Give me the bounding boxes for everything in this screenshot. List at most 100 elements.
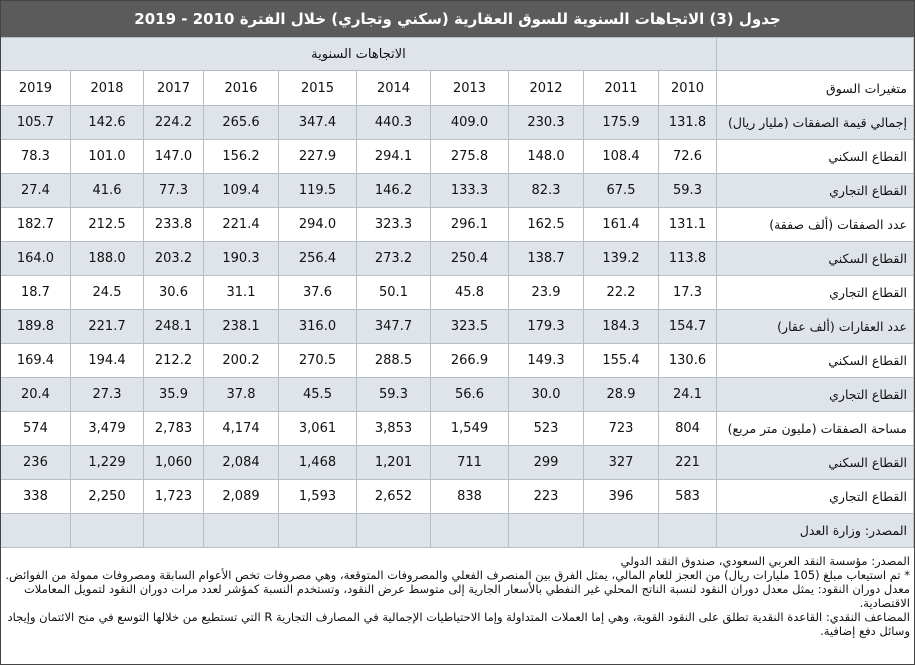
value-cell: 188.0	[70, 241, 144, 276]
value-cell: 156.2	[203, 139, 279, 174]
value-cell: 2,089	[203, 479, 279, 514]
value-cell: 212.5	[70, 207, 144, 242]
value-cell: 56.6	[430, 377, 509, 412]
value-cell: 30.6	[143, 275, 204, 310]
row-label: القطاع التجاري	[716, 479, 914, 514]
value-cell: 23.9	[508, 275, 584, 310]
value-cell: 296.1	[430, 207, 509, 242]
value-cell: 338	[1, 479, 72, 514]
value-cell: 162.5	[508, 207, 584, 242]
value-cell: 108.4	[583, 139, 659, 174]
value-cell: 2,250	[70, 479, 144, 514]
empty-cell	[1, 513, 72, 548]
footnote: * تم استيعاب مبلغ (105 مليارات ريال) من …	[5, 568, 910, 582]
group-header: الاتجاهات السنوية	[1, 37, 718, 71]
value-cell: 41.6	[70, 173, 144, 208]
empty-cell	[583, 513, 659, 548]
value-cell: 154.7	[658, 309, 717, 344]
value-cell: 17.3	[658, 275, 717, 310]
value-cell: 24.1	[658, 377, 717, 412]
row-label: القطاع السكني	[716, 445, 914, 480]
row-label: القطاع التجاري	[716, 377, 914, 412]
data-row: القطاع السكني 130.6 155.4 149.3 266.9 288.5 27…	[1, 343, 914, 378]
value-cell: 130.6	[658, 343, 717, 378]
value-cell: 50.1	[356, 275, 431, 310]
value-cell: 223	[508, 479, 584, 514]
value-cell: 182.7	[1, 207, 72, 242]
header-cell	[716, 37, 914, 71]
value-cell: 194.4	[70, 343, 144, 378]
value-cell: 327	[583, 445, 659, 480]
value-cell: 212.2	[143, 343, 204, 378]
value-cell: 37.8	[203, 377, 279, 412]
market-table: الاتجاهات السنوية متغيرات السوق 2010 2011 20…	[1, 37, 914, 548]
year-header: 2017	[143, 70, 204, 106]
value-cell: 250.4	[430, 241, 509, 276]
value-cell: 18.7	[1, 275, 72, 310]
year-header: 2019	[1, 70, 72, 106]
data-row: عدد العقارات (ألف عقار) 154.7 184.3 179.3 32…	[1, 309, 914, 344]
row-label: القطاع السكني	[716, 343, 914, 378]
data-row: القطاع التجاري 17.3 22.2 23.9 45.8 50.1 37.6 31…	[1, 275, 914, 310]
value-cell: 78.3	[1, 139, 72, 174]
value-cell: 147.0	[143, 139, 204, 174]
header-row: متغيرات السوق 2010 2011 2012 2013 2014 2015 201…	[1, 70, 914, 106]
empty-cell	[278, 513, 357, 548]
value-cell: 723	[583, 411, 659, 446]
value-cell: 22.2	[583, 275, 659, 310]
value-cell: 190.3	[203, 241, 279, 276]
value-cell: 30.0	[508, 377, 584, 412]
value-cell: 3,061	[278, 411, 357, 446]
value-cell: 175.9	[583, 105, 659, 140]
footnote: المضاعف النقدي: القاعدة النقدية تطلق على…	[7, 610, 910, 638]
year-header: 2018	[70, 70, 144, 106]
value-cell: 294.0	[278, 207, 357, 242]
value-cell: 142.6	[70, 105, 144, 140]
value-cell: 27.3	[70, 377, 144, 412]
value-cell: 109.4	[203, 173, 279, 208]
row-label: عدد العقارات (ألف عقار)	[716, 309, 914, 344]
row-label: إجمالي قيمة الصفقات (مليار ريال)	[716, 105, 914, 140]
value-cell: 224.2	[143, 105, 204, 140]
value-cell: 139.2	[583, 241, 659, 276]
data-row: القطاع التجاري 24.1 28.9 30.0 56.6 59.3 45.5 37…	[1, 377, 914, 412]
data-row: القطاع التجاري 59.3 67.5 82.3 133.3 146.2 119.…	[1, 173, 914, 208]
value-cell: 574	[1, 411, 72, 446]
value-cell: 227.9	[278, 139, 357, 174]
value-cell: 77.3	[143, 173, 204, 208]
data-row: القطاع السكني 72.6 108.4 148.0 275.8 294.1 227…	[1, 139, 914, 174]
source-row: المصدر: وزارة العدل	[1, 513, 914, 548]
value-cell: 265.6	[203, 105, 279, 140]
value-cell: 200.2	[203, 343, 279, 378]
value-cell: 294.1	[356, 139, 431, 174]
year-header: 2013	[430, 70, 509, 106]
data-row: القطاع السكني 221 327 299 711 1,201 1,468 2,084…	[1, 445, 914, 480]
value-cell: 2,783	[143, 411, 204, 446]
value-cell: 105.7	[1, 105, 72, 140]
value-cell: 133.3	[430, 173, 509, 208]
data-row: القطاع التجاري 583 396 223 838 2,652 1,593 2,08…	[1, 479, 914, 514]
value-cell: 189.8	[1, 309, 72, 344]
value-cell: 161.4	[583, 207, 659, 242]
value-cell: 24.5	[70, 275, 144, 310]
value-cell: 1,593	[278, 479, 357, 514]
value-cell: 347.4	[278, 105, 357, 140]
year-header: 2015	[278, 70, 357, 106]
value-cell: 238.1	[203, 309, 279, 344]
value-cell: 35.9	[143, 377, 204, 412]
value-cell: 45.8	[430, 275, 509, 310]
value-cell: 59.3	[658, 173, 717, 208]
value-cell: 28.9	[583, 377, 659, 412]
label-header: متغيرات السوق	[716, 70, 914, 106]
footnote: المصدر: مؤسسة النقد العربي السعودي، صندو…	[620, 554, 910, 568]
year-header: 2011	[583, 70, 659, 106]
empty-cell	[658, 513, 717, 548]
value-cell: 1,229	[70, 445, 144, 480]
value-cell: 273.2	[356, 241, 431, 276]
value-cell: 299	[508, 445, 584, 480]
value-cell: 1,723	[143, 479, 204, 514]
data-row: عدد الصفقات (ألف صفقة) 131.1 161.4 162.5 296…	[1, 207, 914, 242]
value-cell: 523	[508, 411, 584, 446]
value-cell: 113.8	[658, 241, 717, 276]
